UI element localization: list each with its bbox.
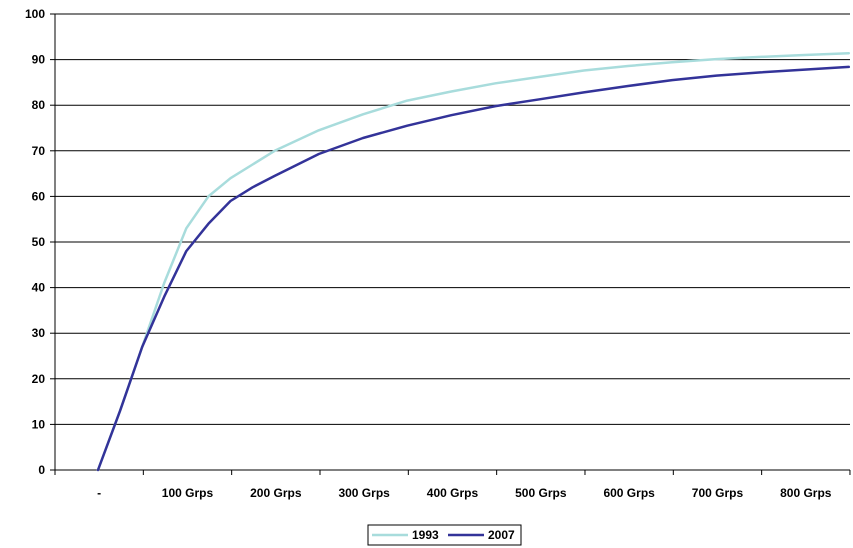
x-tick-label: 200 Grps	[250, 486, 302, 500]
x-tick-label: 700 Grps	[692, 486, 744, 500]
x-tick-label: 100 Grps	[162, 486, 214, 500]
legend-label-2007: 2007	[488, 528, 515, 542]
gridlines	[55, 13, 850, 425]
legend-box	[367, 524, 522, 546]
y-tick-label: 40	[32, 281, 46, 295]
series-line-1993	[96, 51, 851, 472]
axes	[50, 13, 851, 475]
y-tick-labels: 0 10 20 30 40 50 60 70 80 90 100	[25, 7, 45, 477]
x-tick-label: 300 Grps	[338, 486, 390, 500]
y-tick-label: 60	[32, 189, 46, 203]
x-tick-labels: - 100 Grps 200 Grps 300 Grps 400 Grps 500 Grp…	[97, 486, 832, 500]
series-line-2007	[96, 65, 851, 472]
y-tick-label: 70	[32, 144, 46, 158]
series-lines	[96, 51, 851, 472]
y-tick-label: 90	[32, 53, 46, 67]
x-tick-label: 600 Grps	[603, 486, 655, 500]
x-tick-label: 800 Grps	[780, 486, 832, 500]
y-tick-label: 0	[38, 463, 45, 477]
y-tick-label: 100	[25, 7, 45, 21]
y-tick-label: 50	[32, 235, 46, 249]
x-tick-label: 500 Grps	[515, 486, 567, 500]
x-tick-label: 400 Grps	[427, 486, 479, 500]
x-tick-label: -	[97, 486, 101, 500]
y-tick-label: 80	[32, 98, 46, 112]
y-tick-label: 10	[32, 417, 46, 431]
y-tick-label: 30	[32, 326, 46, 340]
y-tick-label: 20	[32, 372, 46, 386]
legend: 1993 2007	[367, 524, 522, 546]
legend-label-1993: 1993	[412, 528, 439, 542]
